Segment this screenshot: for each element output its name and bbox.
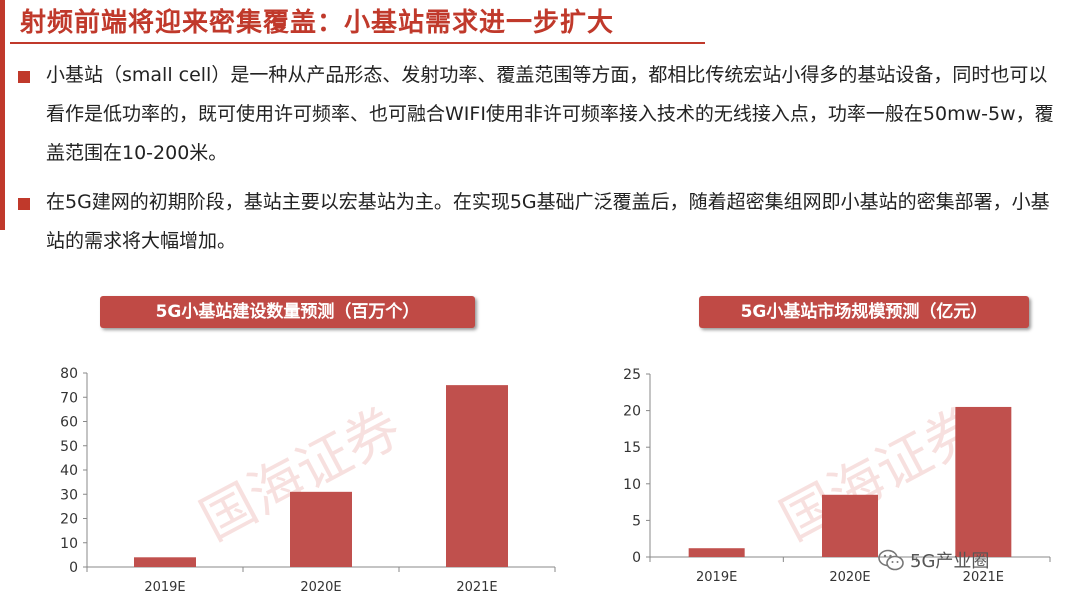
y-tick-label: 50 <box>60 439 78 455</box>
bar-2019E <box>134 557 196 567</box>
bullet-square-icon <box>18 198 30 210</box>
bar-2020E <box>290 491 352 567</box>
x-tick-label: 2021E <box>963 570 1004 585</box>
x-tick-label: 2020E <box>300 580 341 595</box>
bullet-text: 在5G建网的初期阶段，基站主要以宏基站为主。在实现5G基础广泛覆盖后，随着超密集… <box>46 191 1050 252</box>
title-underline <box>10 42 705 44</box>
chart-2-title: 5G小基站市场规模预测（亿元） <box>699 296 1029 328</box>
bar-2021E <box>955 406 1012 557</box>
y-tick-label: 40 <box>60 463 78 479</box>
y-tick-label: 80 <box>60 366 78 382</box>
bullet-text: 小基站（small cell）是一种从产品形态、发射功率、覆盖范围等方面，都相比… <box>46 64 1054 164</box>
wechat-icon <box>878 549 904 571</box>
y-tick-label: 60 <box>60 415 78 431</box>
y-tick-label: 0 <box>69 560 78 576</box>
bullet-square-icon <box>18 71 30 83</box>
x-tick-label: 2019E <box>696 570 737 585</box>
y-tick-label: 20 <box>60 512 78 528</box>
accent-bar <box>0 0 5 230</box>
bar-2021E <box>446 385 508 567</box>
page-title: 射频前端将迎来密集覆盖：小基站需求进一步扩大 <box>20 8 615 38</box>
y-tick-label: 20 <box>623 404 641 420</box>
chart-1-title: 5G小基站建设数量预测（百万个） <box>100 296 475 328</box>
y-tick-label: 10 <box>60 536 78 552</box>
y-tick-label: 10 <box>623 477 641 493</box>
x-tick-label: 2021E <box>456 580 497 595</box>
y-tick-label: 5 <box>632 513 641 529</box>
wechat-badge: 5G产业圈 <box>878 545 989 575</box>
y-tick-label: 70 <box>60 390 78 406</box>
x-tick-label: 2019E <box>144 580 185 595</box>
x-tick-label: 2020E <box>829 570 870 585</box>
y-tick-label: 15 <box>623 440 641 456</box>
y-tick-label: 0 <box>632 550 641 566</box>
wechat-label: 5G产业圈 <box>910 551 990 572</box>
y-tick-label: 30 <box>60 487 78 503</box>
bar-2019E <box>688 548 745 557</box>
y-tick-label: 25 <box>623 367 641 383</box>
bar-2020E <box>822 494 878 557</box>
